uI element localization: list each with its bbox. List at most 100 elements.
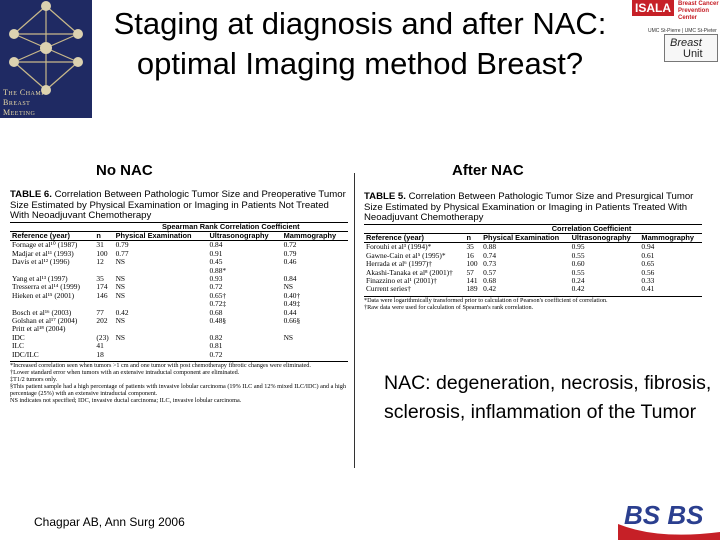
left-table-grid: Spearman Rank Correlation Coefficient Re… [10,222,348,360]
left-header-mammography: Mammography [283,230,337,240]
table-cell: 0.60 [571,259,585,269]
right-table-caption: TABLE 5. Correlation Between Pathologic … [364,191,702,224]
table-cell: 0.45 [209,257,223,267]
table-cell: 0.84 [283,273,297,283]
table-footnote: †Raw data were used for calculation of S… [364,303,534,311]
right-header-n: n [466,232,471,242]
breast-unit-badge: Breast Unit [664,34,718,62]
table-cell: 0.55 [571,267,585,277]
table-cell: Current series† [366,284,411,294]
bsbs-swoosh-icon: BS BS [618,500,720,540]
table-row: Madjar et al¹¹ (1993) 100 0.77 0.91 0.79 [10,248,348,258]
table-cell: ILC [12,341,24,351]
table-cell: 0.42 [115,307,129,317]
unit-line-2: Unit [683,48,703,60]
table-row: ILC 41 0.81 [10,341,348,351]
table-footnote: §This patient sample had a high percenta… [10,383,346,397]
table-cell: 0.42 [571,284,585,294]
table-footnote: ‡T1/2 tumors only. [10,376,58,383]
table-cell: Forouhi et al³ (1994)* [366,242,432,252]
right-header-reference: Reference (year) [366,232,424,242]
table-cell: 57 [466,267,474,277]
left-table-caption: TABLE 6. Correlation Between Pathologic … [10,189,348,222]
table-row: Akashi-Tanaka et al⁸ (2001)† 57 0.57 0.55 0.… [364,267,702,277]
table-cell [114,325,208,333]
table-cell: 0.48§ [209,315,227,325]
table-cell: 0.88 [483,242,497,252]
table-cell [282,351,348,359]
table-cell: 35 [466,242,474,252]
table-cell: 16 [466,250,474,260]
table-cell: 0.46 [283,257,297,267]
table-cell: 0.42 [483,284,497,294]
logo-line-2: Breast [3,98,31,107]
table-cell: 0.91 [209,248,223,258]
table-cell: (23) [96,332,109,342]
table-cell: Yang et al¹³ (1997) [12,273,68,283]
table-cell: Hieken et al¹⁵ (2001) [12,290,75,300]
table-cell [282,342,348,350]
table-footnote: *Data were logarithmically transformed p… [364,296,608,304]
table-cell: 0.79 [115,240,129,250]
table-row: IDC/ILC 18 0.72 [10,349,348,359]
table-cell: 0.24 [571,275,585,285]
table-footnote: †Lower standard error when tumors with a… [10,369,240,376]
table-cell: NS [115,273,126,283]
table-cell: Bosch et al¹⁶ (2003) [12,307,72,317]
left-column-label: No NAC [96,162,153,179]
table-row: Bosch et al¹⁶ (2003) 77 0.42 0.68 0.44 [10,307,348,317]
table-cell: 0.55 [571,250,585,260]
unit-line-1: Breast [670,37,702,49]
table-cell: 77 [96,307,104,317]
table-cell: 0.82 [209,332,223,342]
table-cell: 0.72 [209,349,223,359]
table-cell: Finazzino et al¹ (2001)† [366,275,437,285]
table-row: Forouhi et al³ (1994)* 35 0.88 0.95 0.94 [364,243,702,252]
table-cell: 0.81 [209,341,223,351]
citation: Chagpar AB, Ann Surg 2006 [34,515,185,529]
meeting-logo: The Champ Breast Meeting [0,0,92,118]
right-table-grid: Correlation Coefficient Reference (year)… [364,224,702,294]
table-cell: 35 [96,273,104,283]
table-cell: Madjar et al¹¹ (1993) [12,248,74,258]
table-row: Finazzino et al¹ (2001)† 141 0.68 0.24 0.33 [364,275,702,285]
table-cell: IDC [12,332,25,342]
table-cell: NS [283,282,294,292]
isala-brand: ISALA [632,0,674,16]
table-cell: 0.68 [483,275,497,285]
left-header-n: n [96,230,101,240]
table-row: Golshan et al¹⁷ (2004) 202 NS 0.48§ 0.66§ [10,315,348,325]
table-cell: 0.79 [283,248,297,258]
table-cell: 0.72 [209,282,223,292]
table-cell: 174 [96,282,108,292]
table-row: Gawne-Cain et al⁵ (1995)* 16 0.74 0.55 0.61 [364,250,702,260]
right-table-notes: *Data were logarithmically transformed p… [364,295,702,311]
nac-description: NAC: degeneration, necrosis, fibrosis, s… [384,372,712,423]
table-cell: 0.73 [483,259,497,269]
table-cell: 146 [96,290,108,300]
table-row: Fornage et al¹⁰ (1987) 31 0.79 0.84 0.72 [10,241,348,250]
table-cell: 202 [96,315,108,325]
left-table-spanner: Spearman Rank Correlation Coefficient [161,221,300,231]
table-cell: 0.68 [209,307,223,317]
table-cell: 18 [96,349,104,359]
table-cell: NS [115,257,126,267]
logo-line-1: The Champ [3,88,46,97]
table-footnote: *Increased correlation seen when tumors … [10,362,311,369]
table-cell: Gawne-Cain et al⁵ (1995)* [366,250,446,260]
left-header-reference: Reference (year) [12,230,70,240]
table-cell [114,342,208,350]
bsbs-logo: BS BS [618,494,720,540]
table-cell: 0.72‡ [209,299,227,309]
table-cell: Davis et al¹² (1996) [12,257,70,267]
table-cell: 0.33 [641,275,655,285]
table-cell: IDC/ILC [12,349,39,359]
table-cell: 0.88* [209,265,227,275]
center-cities: UMC St-Pierre | UMC St-Pieter [648,28,717,34]
table-cell [114,267,208,275]
table-cell: 0.65 [641,259,655,269]
atom-structure-icon [9,1,83,95]
table-cell: 0.72 [283,240,297,250]
table-cell: 0.44 [283,307,297,317]
table-row: IDC (23) NS 0.82 NS [10,332,348,342]
